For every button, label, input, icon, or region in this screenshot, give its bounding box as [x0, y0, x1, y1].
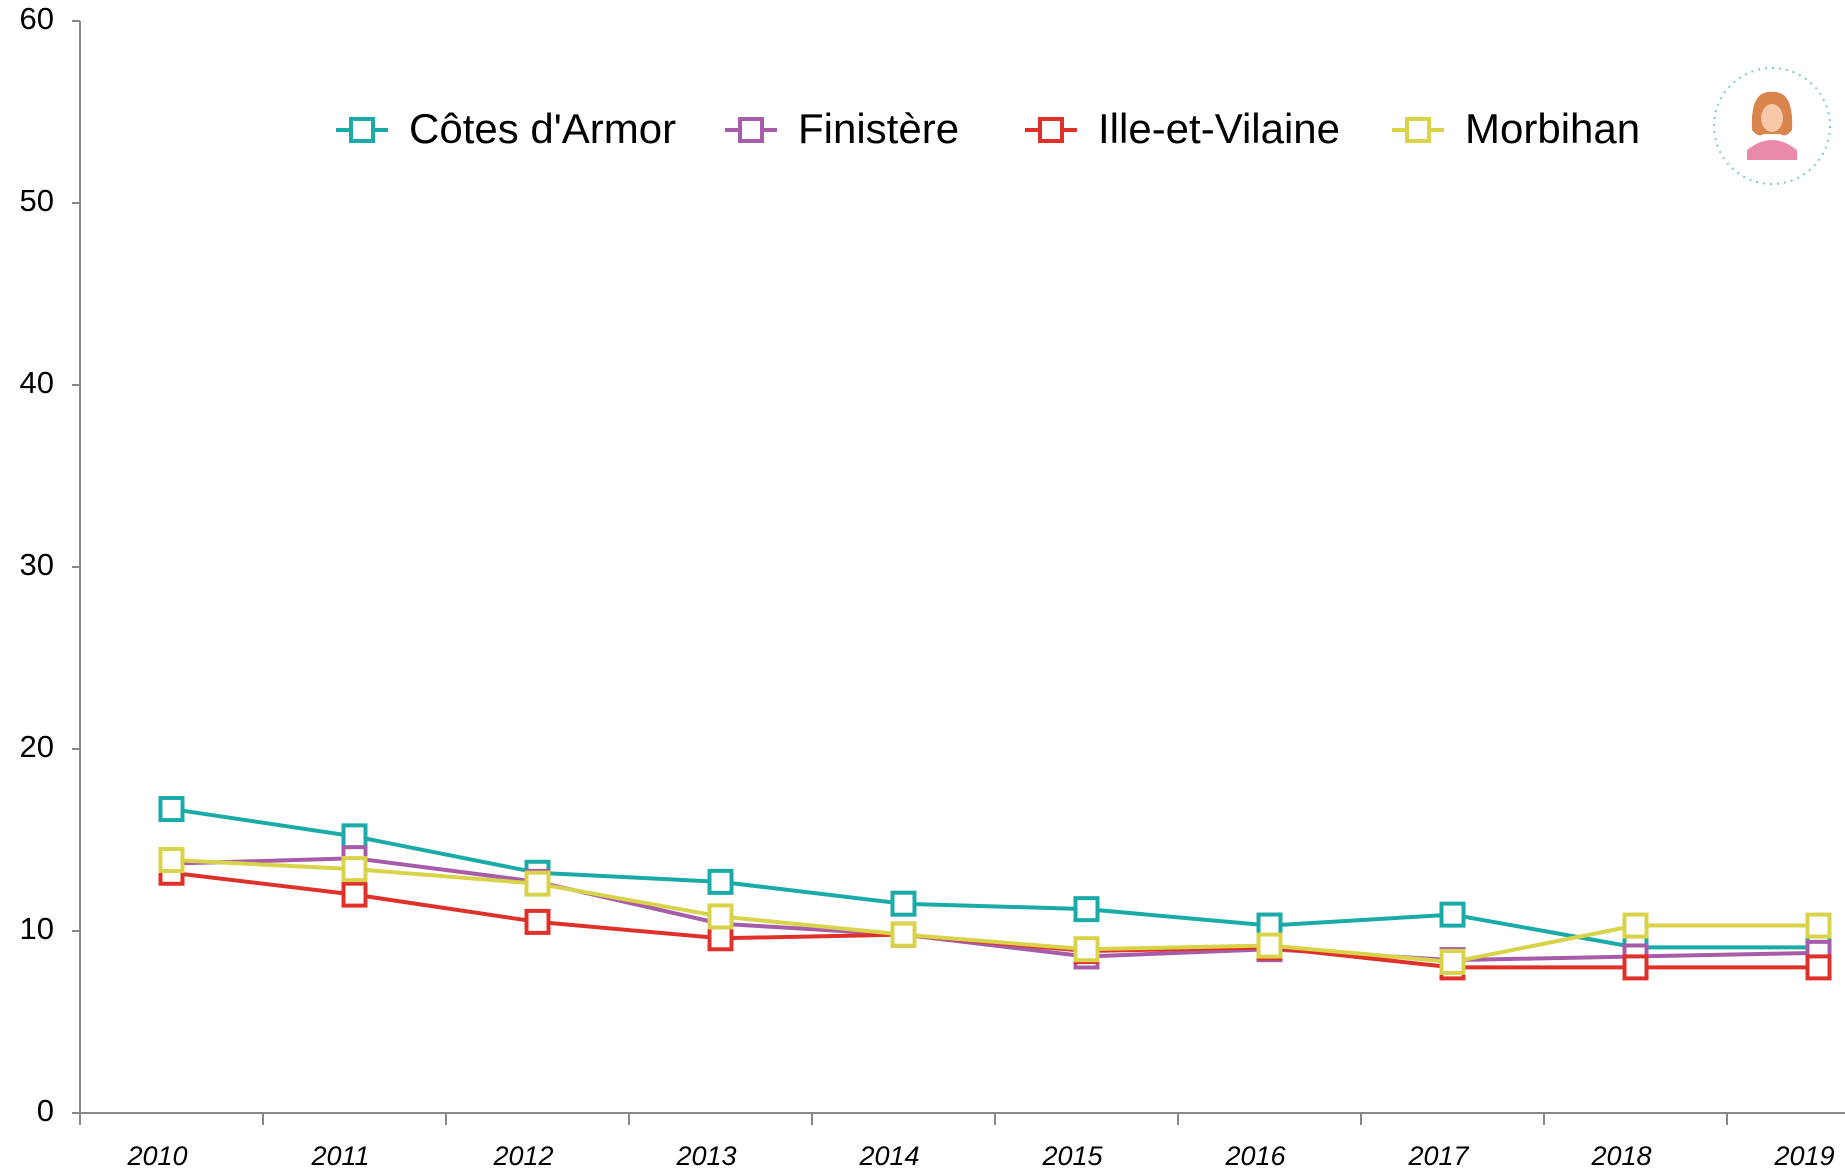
data-point [1808, 915, 1830, 937]
data-point [710, 905, 732, 927]
x-tick-label: 2013 [675, 1141, 736, 1171]
x-tick-label: 2017 [1407, 1141, 1469, 1171]
data-point [161, 798, 183, 820]
data-point [161, 849, 183, 871]
data-point [1076, 898, 1098, 920]
x-tick-label: 2018 [1590, 1141, 1651, 1171]
y-tick-label: 30 [20, 547, 54, 582]
x-tick-label: 2011 [310, 1141, 369, 1171]
data-point [1625, 915, 1647, 937]
y-tick-label: 10 [20, 911, 54, 946]
chart: 0 10 20 30 40 50 60 2010 2011 2012 2013 2014 2015 201… [0, 0, 1845, 1174]
data-point [893, 893, 915, 915]
data-point [344, 825, 366, 847]
legend-marker [740, 119, 762, 141]
legend-label: Côtes d'Armor [409, 105, 676, 152]
data-point [344, 884, 366, 906]
data-point [527, 911, 549, 933]
data-point [1625, 956, 1647, 978]
avatar-icon [1714, 68, 1830, 184]
legend-marker [1040, 119, 1062, 141]
x-tick-label: 2012 [492, 1141, 553, 1171]
data-point [1076, 938, 1098, 960]
x-tick-label: 2010 [126, 1141, 187, 1171]
page: {"chart_data": {"type": "line", "categor… [0, 0, 1845, 1174]
legend-label: Finistère [798, 105, 959, 152]
x-tick-label: 2016 [1224, 1141, 1286, 1171]
legend-label: Morbihan [1465, 105, 1640, 152]
data-point [1808, 956, 1830, 978]
data-point [893, 924, 915, 946]
y-tick-label: 20 [20, 729, 54, 764]
y-tick-label: 40 [20, 365, 54, 400]
data-point [344, 858, 366, 880]
data-point [710, 871, 732, 893]
x-tick-label: 2019 [1773, 1141, 1834, 1171]
x-tick-label: 2014 [858, 1141, 919, 1171]
series-line [172, 873, 1819, 968]
data-point [527, 873, 549, 895]
legend-label: Ille-et-Vilaine [1098, 105, 1340, 152]
y-tick-label: 60 [20, 1, 54, 36]
legend-marker [1407, 119, 1429, 141]
series-line [172, 809, 1819, 947]
y-tick-label: 0 [37, 1093, 54, 1128]
data-point [1442, 951, 1464, 973]
data-point [1442, 904, 1464, 926]
data-point [710, 927, 732, 949]
y-tick-label: 50 [20, 183, 54, 218]
legend-marker [351, 119, 373, 141]
data-point [1259, 935, 1281, 957]
x-tick-label: 2015 [1041, 1141, 1103, 1171]
